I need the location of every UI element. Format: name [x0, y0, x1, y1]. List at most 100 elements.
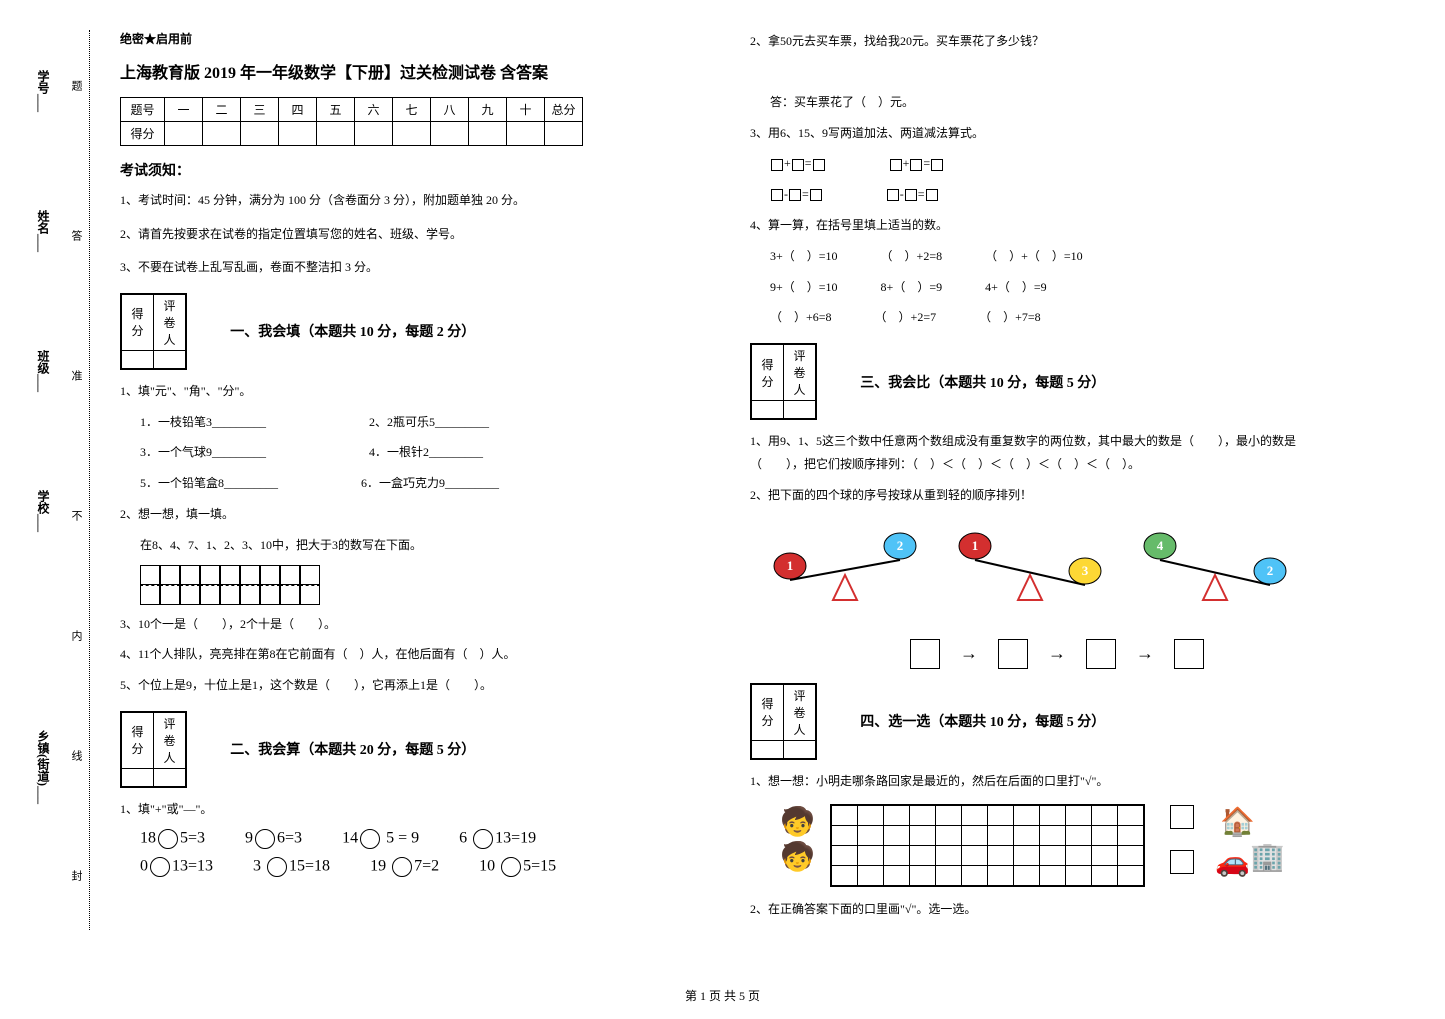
q2-2-answer: 答：买车票花了（ ）元。	[750, 91, 1310, 114]
cell: 得分	[122, 712, 154, 768]
q1-1-items: 1．一枝铅笔3_________ 2、2瓶可乐5_________	[120, 411, 680, 434]
path-diagram: 🧒 🧒 🏠 🚗 🏢	[770, 800, 1290, 890]
item: 3．一个气球9_________	[140, 441, 266, 464]
eq: （ ）+6=8	[770, 306, 832, 329]
item: 5．一个铅笔盒8_________	[140, 472, 278, 495]
q2-4-row: 3+（ ）=10 （ ）+2=8 （ ）+（ ）=10	[750, 245, 1310, 268]
cell: 得分	[752, 684, 784, 740]
arrow-icon: →	[1048, 643, 1066, 664]
score-summary-table: 题号 一 二 三 四 五 六 七 八 九 十 总分 得分	[120, 97, 583, 146]
q2-3: 3、用6、15、9写两道加法、两道减法算式。	[750, 122, 1310, 145]
cell: 二	[203, 98, 241, 122]
blank-eq: +=	[770, 152, 826, 175]
section-4-header: 得分评卷人 四、选一选（本题共 10 分，每题 5 分）	[750, 683, 1310, 760]
secret-label: 绝密★启用前	[120, 30, 680, 47]
sidebar-field-labels: 学号___ 姓名___ 班级___ 学校___ 乡镇(街道)___	[30, 30, 60, 930]
eq: 96=3	[245, 829, 302, 849]
eq: （ ）+2=7	[875, 306, 937, 329]
eq: 013=13	[140, 857, 213, 877]
notice-line: 3、不要在试卷上乱写乱画，卷面不整洁扣 3 分。	[120, 257, 680, 279]
section-1-header: 得分评卷人 一、我会填（本题共 10 分，每题 2 分）	[120, 293, 680, 370]
notice-heading: 考试须知：	[120, 160, 680, 180]
path-grid	[830, 804, 1145, 887]
item: 2、2瓶可乐5_________	[369, 411, 489, 434]
section-4-title: 四、选一选（本题共 10 分，每题 5 分）	[860, 711, 1105, 731]
q1-4: 4、11个人排队，亮亮排在第8在它前面有（ ）人，在他后面有（ ）人。	[120, 643, 680, 666]
eq: （ ）+（ ）=10	[985, 245, 1083, 268]
svg-text:3: 3	[1082, 563, 1089, 578]
exam-title: 上海教育版 2019 年一年级数学【下册】过关检测试卷 含答案	[120, 59, 680, 83]
score-grader-box: 得分评卷人	[120, 293, 187, 370]
seal-line-char: 准	[68, 370, 84, 381]
cell: 六	[355, 98, 393, 122]
seal-line-char: 内	[68, 630, 84, 641]
cell: 得分	[122, 294, 154, 350]
notice-line: 1、考试时间：45 分钟，满分为 100 分（含卷面分 3 分），附加题单独 2…	[120, 190, 680, 212]
eq: 4+（ ）=9	[985, 276, 1047, 299]
cell: 评卷人	[784, 684, 816, 740]
item: 4．一根针2_________	[369, 441, 483, 464]
answer-box	[998, 639, 1028, 669]
table-row: 题号 一 二 三 四 五 六 七 八 九 十 总分	[121, 98, 583, 122]
blank-eq: -=	[886, 183, 939, 206]
seal-line-char: 不	[68, 510, 84, 521]
section-3-header: 得分评卷人 三、我会比（本题共 10 分，每题 5 分）	[750, 343, 1310, 420]
cell: 题号	[121, 98, 165, 122]
seal-line-char: 线	[68, 750, 84, 761]
svg-text:2: 2	[897, 538, 904, 553]
q1-5: 5、个位上是9，十位上是1，这个数是（ ），它再添上1是（ ）。	[120, 674, 680, 697]
cell: 得分	[121, 122, 165, 146]
seal-line-char: 答	[68, 230, 84, 241]
boy-icon: 🧒	[780, 840, 815, 874]
score-grader-box: 得分评卷人	[750, 343, 817, 420]
seal-line-char: 封	[68, 870, 84, 881]
boy-icon: 🧒	[780, 805, 815, 839]
cell: 一	[165, 98, 203, 122]
q3-2: 2、把下面的四个球的序号按球从重到轻的顺序排列！	[750, 484, 1310, 507]
eq: 3+（ ）=10	[770, 245, 838, 268]
q2-4-row: （ ）+6=8 （ ）+2=7 （ ）+7=8	[750, 306, 1310, 329]
q1-1-items: 5．一个铅笔盒8_________ 6．一盒巧克力9_________	[120, 472, 680, 495]
cell: 四	[279, 98, 317, 122]
left-column: 绝密★启用前 上海教育版 2019 年一年级数学【下册】过关检测试卷 含答案 题…	[100, 30, 700, 929]
cell: 评卷人	[154, 712, 186, 768]
item: 1．一枝铅笔3_________	[140, 411, 266, 434]
checkbox	[1170, 850, 1194, 874]
field-student-id: 学号___	[35, 70, 52, 112]
page-footer: 第 1 页 共 5 页	[0, 987, 1445, 1004]
q3-1: 1、用9、1、5这三个数中任意两个数组成没有重复数字的两位数，其中最大的数是（ …	[750, 430, 1310, 476]
q2-3-blanks: -= -=	[750, 183, 1310, 206]
eq: （ ）+2=8	[881, 245, 943, 268]
notice-line: 2、请首先按要求在试卷的指定位置填写您的姓名、班级、学号。	[120, 224, 680, 246]
car-icon: 🚗	[1215, 845, 1250, 879]
binding-sidebar: 学号___ 姓名___ 班级___ 学校___ 乡镇(街道)___ 题 答 准 …	[30, 30, 90, 930]
arrow-icon: →	[960, 643, 978, 664]
q2-4: 4、算一算，在括号里填上适当的数。	[750, 214, 1310, 237]
q1-3: 3、10个一是（ ），2个十是（ ）。	[120, 613, 680, 636]
right-column: 2、拿50元去买车票，找给我20元。买车票花了多少钱？ 答：买车票花了（ ）元。…	[730, 30, 1330, 929]
eq: （ ）+7=8	[979, 306, 1041, 329]
cell: 九	[469, 98, 507, 122]
q2-4-row: 9+（ ）=10 8+（ ）=9 4+（ ）=9	[750, 276, 1310, 299]
eq: 185=3	[140, 829, 205, 849]
svg-text:1: 1	[972, 538, 979, 553]
svg-text:4: 4	[1157, 538, 1164, 553]
eq: 9+（ ）=10	[770, 276, 838, 299]
cell: 评卷人	[154, 294, 186, 350]
page-content: 绝密★启用前 上海教育版 2019 年一年级数学【下册】过关检测试卷 含答案 题…	[0, 0, 1445, 939]
checkbox	[1170, 805, 1194, 829]
q1-1: 1、填"元"、"角"、"分"。	[120, 380, 680, 403]
field-class: 班级___	[35, 350, 52, 392]
section-1-title: 一、我会填（本题共 10 分，每题 2 分）	[230, 321, 475, 341]
text: 答：买车票花了（ ）元。	[770, 91, 914, 114]
eq: 10 5=15	[479, 857, 556, 877]
answer-box	[910, 639, 940, 669]
q1-2: 2、想一想，填一填。	[120, 503, 680, 526]
cell: 十	[507, 98, 545, 122]
field-school: 学校___	[35, 490, 52, 532]
q1-1-items: 3．一个气球9_________ 4．一根针2_________	[120, 441, 680, 464]
cell: 五	[317, 98, 355, 122]
balance-diagram: 121342	[750, 525, 1310, 615]
q4-2: 2、在正确答案下面的口里画"√"。选一选。	[750, 898, 1310, 921]
house-icon: 🏠	[1220, 805, 1255, 839]
